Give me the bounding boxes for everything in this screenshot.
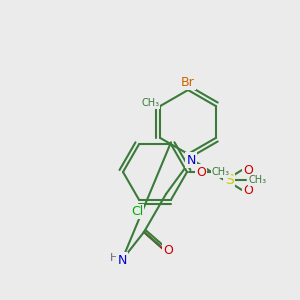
Text: H: H [110,253,118,263]
Text: CH₃: CH₃ [212,167,230,177]
Text: Cl: Cl [131,205,143,218]
Text: N: N [117,254,127,266]
Text: N: N [186,154,196,166]
Text: O: O [243,164,253,176]
Text: O: O [196,166,206,178]
Text: O: O [163,244,173,256]
Text: Br: Br [181,76,195,88]
Text: CH₃: CH₃ [249,175,267,185]
Text: O: O [243,184,253,196]
Text: CH₃: CH₃ [141,98,159,108]
Text: S: S [225,173,233,187]
